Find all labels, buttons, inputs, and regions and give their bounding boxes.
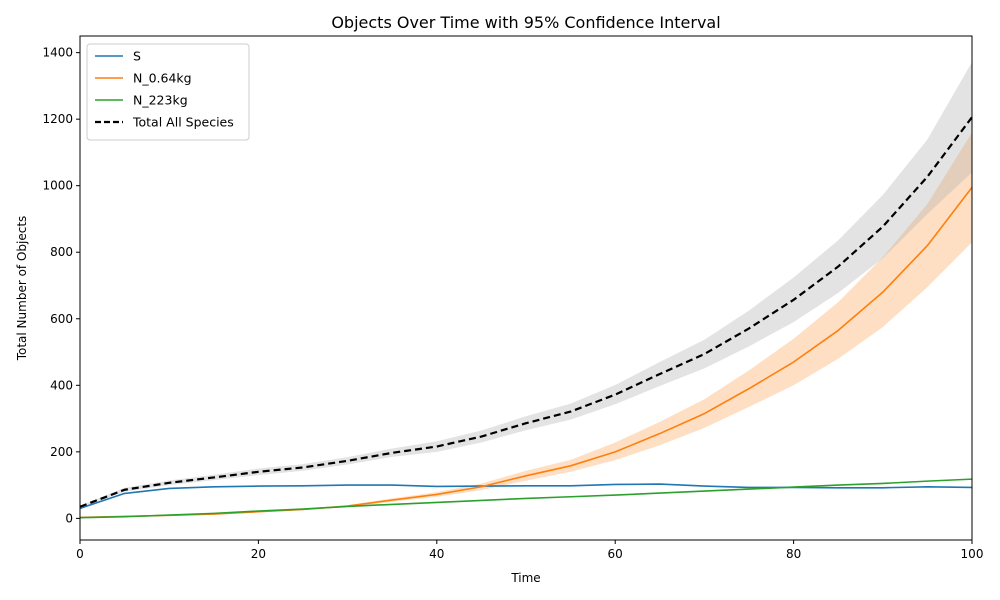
- y-tick-label: 400: [50, 378, 73, 392]
- chart-title: Objects Over Time with 95% Confidence In…: [331, 13, 720, 32]
- y-tick-label: 600: [50, 312, 73, 326]
- legend: S N_0.64kg N_223kg Total All Species: [86, 43, 250, 141]
- y-axis: 0 200 400 600 800 1000 1200 1400: [42, 46, 80, 525]
- x-tick-label: 0: [76, 547, 84, 561]
- series-line-s: [79, 483, 973, 510]
- x-tick-label: 80: [786, 547, 801, 561]
- y-tick-label: 1400: [42, 46, 73, 60]
- x-tick-label: 20: [251, 547, 266, 561]
- legend-box: [86, 43, 250, 141]
- legend-label-total-all-species: Total All Species: [132, 115, 234, 130]
- ci-band-total-all-species: [80, 61, 972, 508]
- series-line-n-223kg: [79, 478, 973, 519]
- y-tick-label: 1200: [42, 112, 73, 126]
- x-axis: 0 20 40 60 80 100: [76, 540, 983, 561]
- y-tick-label: 200: [50, 445, 73, 459]
- x-tick-label: 40: [429, 547, 444, 561]
- x-axis-title: Time: [510, 571, 540, 585]
- y-tick-label: 1000: [42, 179, 73, 193]
- plot-frame: [79, 35, 973, 541]
- legend-label-s: S: [133, 49, 141, 64]
- x-tick-label: 60: [608, 547, 623, 561]
- confidence-bands: [80, 61, 972, 518]
- legend-label-n-0-64kg: N_0.64kg: [133, 71, 192, 86]
- y-tick-label: 0: [65, 511, 73, 525]
- y-axis-title: Total Number of Objects: [15, 216, 29, 362]
- series-line-total-all-species: [79, 116, 973, 508]
- series-lines: [79, 116, 973, 519]
- y-tick-label: 800: [50, 245, 73, 259]
- x-tick-label: 100: [961, 547, 984, 561]
- legend-label-n-223kg: N_223kg: [133, 93, 188, 108]
